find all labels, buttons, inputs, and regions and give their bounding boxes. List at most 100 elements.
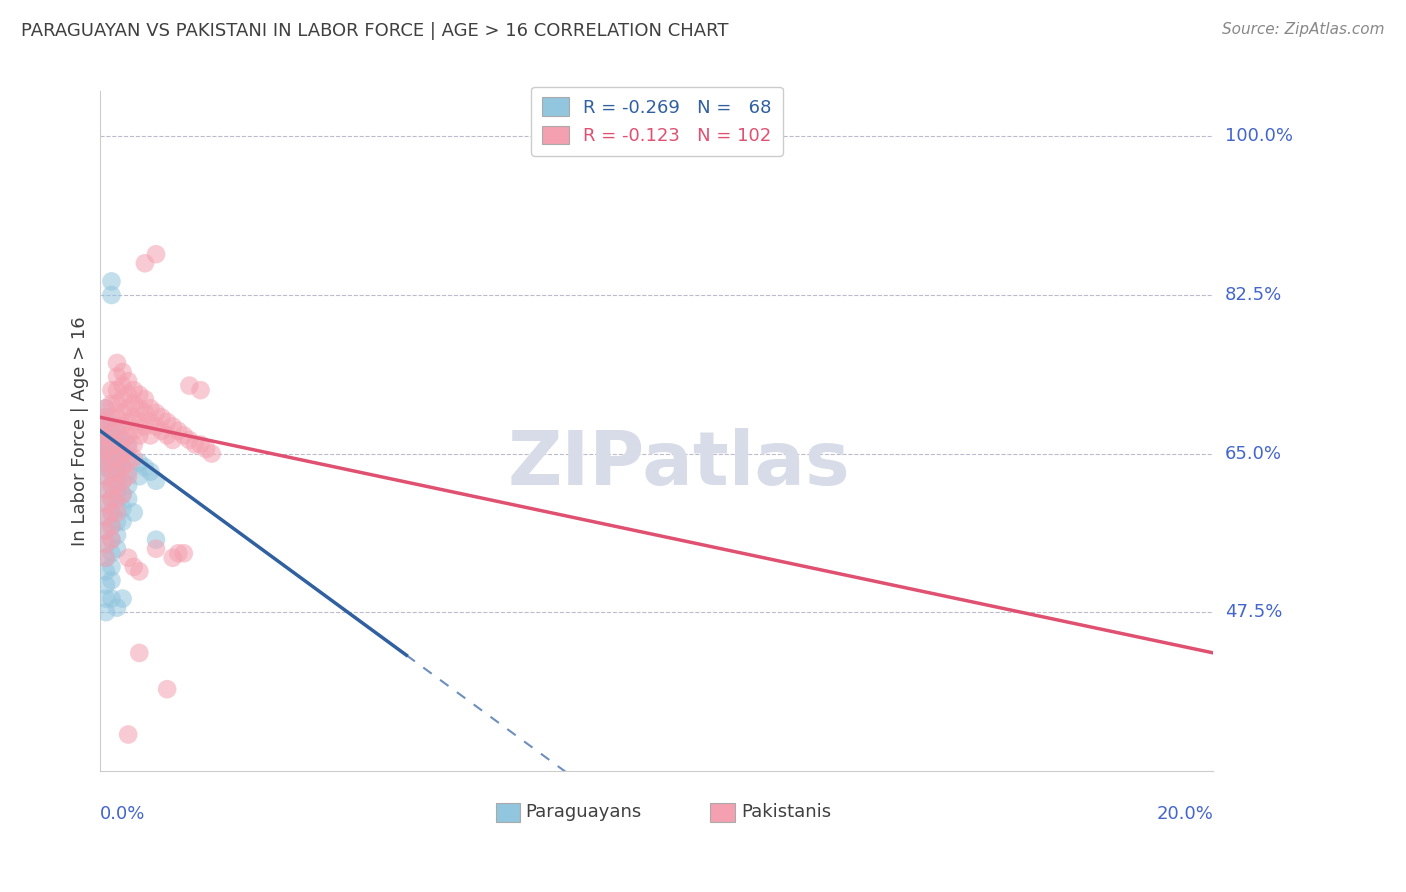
Point <box>94 537 117 551</box>
Point <box>100 574 122 588</box>
Point <box>100 383 122 397</box>
Point <box>105 478 128 492</box>
Point <box>89 451 111 466</box>
Point <box>94 401 117 416</box>
Point <box>111 591 134 606</box>
Point <box>89 410 111 425</box>
Point <box>111 365 134 379</box>
Point <box>122 410 145 425</box>
Point <box>111 500 134 515</box>
Point <box>162 419 184 434</box>
Point <box>134 256 156 270</box>
Point <box>139 401 162 416</box>
Point <box>111 474 134 488</box>
Point <box>111 378 134 392</box>
Point <box>105 487 128 501</box>
Point <box>100 491 122 506</box>
Point <box>100 465 122 479</box>
Point <box>117 451 139 466</box>
Point <box>117 442 139 456</box>
Point <box>94 410 117 425</box>
Point <box>105 433 128 447</box>
Point <box>105 451 128 466</box>
Point <box>94 446 117 460</box>
Point <box>128 387 150 401</box>
Point <box>94 442 117 456</box>
Point <box>134 460 156 475</box>
Point <box>122 451 145 466</box>
Point <box>195 442 218 456</box>
Point <box>145 533 167 547</box>
Point <box>94 456 117 470</box>
Point <box>105 369 128 384</box>
Point <box>167 424 190 438</box>
Legend: R = -0.269   N =   68, R = -0.123   N = 102: R = -0.269 N = 68, R = -0.123 N = 102 <box>531 87 783 156</box>
Point <box>100 478 122 492</box>
Point <box>117 478 139 492</box>
Point <box>111 487 134 501</box>
Point <box>100 478 122 492</box>
Point <box>89 437 111 451</box>
Point <box>139 415 162 429</box>
Point <box>190 437 212 451</box>
Point <box>167 546 190 560</box>
Point <box>105 460 128 475</box>
Point <box>100 424 122 438</box>
Point <box>111 487 134 501</box>
Point <box>111 433 134 447</box>
Point <box>117 465 139 479</box>
Point <box>94 401 117 416</box>
Point <box>100 274 122 288</box>
Point <box>100 410 122 425</box>
Point <box>100 397 122 411</box>
Point <box>111 446 134 460</box>
Point <box>94 496 117 510</box>
Point <box>100 451 122 466</box>
Point <box>94 524 117 538</box>
Point <box>162 550 184 565</box>
Point <box>100 546 122 560</box>
Point <box>100 533 122 547</box>
Point <box>94 550 117 565</box>
Text: Source: ZipAtlas.com: Source: ZipAtlas.com <box>1222 22 1385 37</box>
Point <box>111 446 134 460</box>
Point <box>128 401 150 416</box>
Point <box>94 510 117 524</box>
Point <box>117 550 139 565</box>
Point <box>122 559 145 574</box>
Text: 65.0%: 65.0% <box>1225 444 1282 463</box>
Point <box>111 515 134 529</box>
Point <box>117 387 139 401</box>
Point <box>94 578 117 592</box>
Point <box>179 433 201 447</box>
Point <box>100 519 122 533</box>
Point <box>94 483 117 497</box>
Point <box>105 424 128 438</box>
Text: 100.0%: 100.0% <box>1225 128 1292 145</box>
Point <box>122 424 145 438</box>
Point <box>94 469 117 483</box>
Point <box>122 383 145 397</box>
Point <box>89 442 111 456</box>
Point <box>100 506 122 520</box>
Point <box>94 433 117 447</box>
Point <box>128 415 150 429</box>
Point <box>117 401 139 416</box>
Point <box>105 506 128 520</box>
Point <box>179 378 201 392</box>
Point <box>128 428 150 442</box>
Point <box>105 528 128 542</box>
Point <box>100 519 122 533</box>
Point <box>122 437 145 451</box>
Point <box>94 537 117 551</box>
Text: 20.0%: 20.0% <box>1157 805 1213 823</box>
Point <box>156 415 179 429</box>
Point <box>145 406 167 420</box>
Text: Pakistanis: Pakistanis <box>741 803 831 821</box>
Point <box>201 446 224 460</box>
Point <box>94 419 117 434</box>
Point <box>105 383 128 397</box>
Point <box>111 419 134 434</box>
Point <box>111 406 134 420</box>
Point <box>105 515 128 529</box>
